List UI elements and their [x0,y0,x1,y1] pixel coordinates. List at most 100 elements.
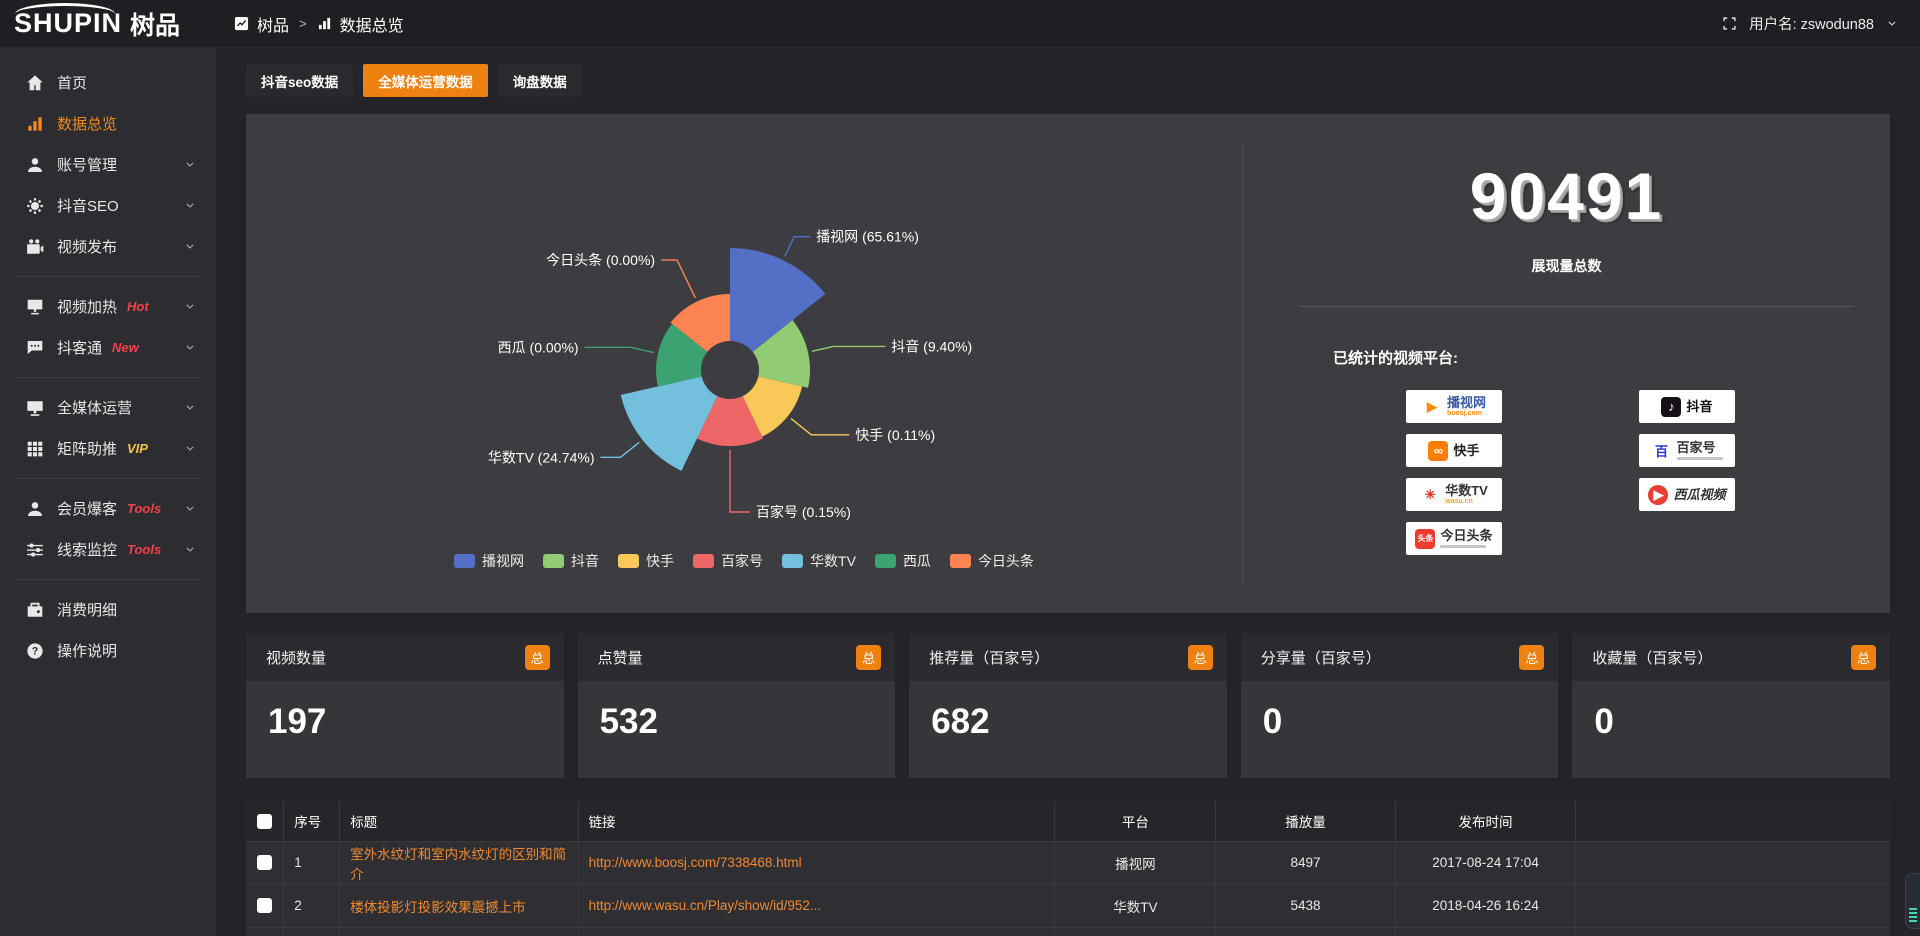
pie-slice-4[interactable]: 华数TV (24.74%) [620,376,718,471]
sliders-icon [27,542,43,557]
platform-name: 百家号 [1676,439,1716,455]
data-tabs: 抖音seo数据 全媒体运营数据 询盘数据 [246,64,1890,97]
platform-badge-xigua: ▶ 西瓜视频 [1639,478,1735,511]
username-label[interactable]: 用户名: zswodun88 [1749,17,1874,33]
sidebar-item-lead-monitor[interactable]: 线索监控 Tools [0,529,216,570]
breadcrumb-root[interactable]: 树品 [257,17,290,35]
sidebar-item-video-heat[interactable]: 视频加热 Hot [0,286,216,327]
platform-badge-baijiahao: 百百家号 [1639,434,1735,467]
sidebar-item-label: 矩阵助推 [57,441,118,458]
stat-card-value: 682 [931,702,990,741]
home-icon [27,74,43,90]
sidebar-item-douketong[interactable]: 抖客通 New [0,327,216,368]
chevron-down-icon[interactable] [1886,18,1898,30]
fullscreen-icon[interactable] [1722,16,1737,31]
sidebar-item-consumption-detail[interactable]: 消费明细 [0,589,216,630]
sidebar-item-video-publish[interactable]: 视频发布 [0,226,216,267]
videos-table: 序号 标题 链接 平台 播放量 发布时间 1 室外水纹灯和室内水纹灯的区别和简介 http://… [246,801,1890,936]
table-row-0: 1 室外水纹灯和室内水纹灯的区别和简介 http://www.boosj.com/7… [246,841,1890,884]
question-icon: ? [27,642,43,659]
stat-cards-row: 视频数量总 197 点赞量总 532 推荐量（百家号）总 682 分享量（百家号）总 0 收藏量… [246,633,1890,778]
legend-item-1[interactable]: 抖音 [543,551,599,571]
sidebar-item-operation-guide[interactable]: ? 操作说明 [0,630,216,671]
tab-omnimedia-data[interactable]: 全媒体运营数据 [363,64,488,97]
sidebar-item-matrix-boost[interactable]: 矩阵助推 VIP [0,428,216,469]
legend-item-6[interactable]: 今日头条 [949,551,1034,571]
pie-label-4: 华数TV (24.74%) [488,449,595,465]
sidebar-item-member-baoke[interactable]: 会员爆客 Tools [0,488,216,529]
platform-column-1: ♪ 抖音百百家号 ▶ 西瓜视频 [1639,390,1735,555]
legend-chip [874,554,896,568]
tab-inquiry-data[interactable]: 询盘数据 [497,64,582,97]
total-badge[interactable]: 总 [1187,644,1213,670]
breadcrumb-current[interactable]: 数据总览 [339,17,404,35]
row-checkbox[interactable] [257,855,273,871]
platform-name: 快手 [1453,442,1480,458]
legend-item-3[interactable]: 百家号 [693,551,763,571]
pie-label-line-5 [584,346,655,354]
sidebar-item-tag: Tools [127,542,162,557]
total-badge[interactable]: 总 [1850,644,1876,670]
legend-item-4[interactable]: 华数TV [782,551,856,571]
sidebar-item-account-management[interactable]: 账号管理 [0,144,216,185]
video-title-link[interactable]: 楼体投影灯投影效果震撼上市 [350,899,526,915]
pie-slice-6[interactable]: 今日头条 (0.00%) [670,294,730,352]
pie-slice-5[interactable]: 西瓜 (0.00%) [656,323,708,387]
app-logo[interactable]: SHUPIN 树品 [0,0,216,47]
breadcrumb: 树品 > 数据总览 [234,12,404,36]
user-icon [28,157,42,172]
video-title-link[interactable]: 室外水纹灯和室内水纹灯的区别和简介 [350,846,567,882]
table-header-row: 序号 标题 链接 平台 播放量 发布时间 [246,801,1890,841]
legend-item-5[interactable]: 西瓜 [874,551,931,571]
pie-slice-3[interactable]: 百家号 (0.15%) [697,396,763,447]
column-header-empty [1575,801,1890,841]
pie-slice-1[interactable]: 抖音 (9.40%) [752,320,810,388]
platform-tagline-bar [1440,545,1487,549]
pie-label-2: 快手 (0.11%) [855,427,935,443]
sidebar-item-omnimedia-operation[interactable]: 全媒体运营 [0,387,216,428]
sidebar-item-tag: New [112,340,139,355]
row-index: 2 [283,884,340,927]
chevron-down-icon [186,546,194,552]
pie-label-5: 西瓜 (0.00%) [498,339,579,355]
breadcrumb-separator: > [299,16,307,31]
sidebar-item-data-overview[interactable]: 数据总览 [0,103,216,144]
sidebar-item-tag: VIP [127,441,148,456]
pie-label-line-6 [661,259,696,299]
stat-card-title: 推荐量（百家号） [929,649,1050,667]
video-url-link[interactable]: http://www.wasu.cn/Play/show/id/952... [588,898,822,913]
legend-item-2[interactable]: 快手 [618,551,674,571]
toutiao-logo-icon: 头条 [1415,528,1436,549]
legend-label: 今日头条 [977,553,1034,569]
sidebar-item-douyin-seo[interactable]: 抖音SEO [0,185,216,226]
select-all-cell [246,801,284,841]
legend-item-0[interactable]: 播视网 [454,551,524,571]
grid-icon [27,441,43,456]
pie-slice-0[interactable]: 播视网 (65.61%) [730,248,826,352]
row-platform: 播视网 [1054,841,1216,884]
chevron-down-icon [186,505,194,511]
row-checkbox[interactable] [257,898,273,914]
stat-card-value: 0 [1594,702,1614,741]
platform-badge-kuaishou: ∞ 快手 [1406,434,1502,467]
total-impressions-label: 展现量总数 [1531,258,1602,274]
total-badge[interactable]: 总 [856,644,882,670]
tab-douyin-seo-data[interactable]: 抖音seo数据 [246,64,354,97]
chevron-down-icon [186,161,194,167]
video-url-link[interactable]: http://www.boosj.com/7338468.html [588,855,802,870]
pie-slice-2[interactable]: 快手 (0.11%) [742,376,803,437]
chat-widget[interactable] [1905,873,1920,929]
legend-chip [693,554,715,568]
column-header-2: 链接 [577,801,1055,841]
row-platform: 华数TV [1054,884,1216,927]
pie-label-line-2 [790,418,850,436]
total-badge[interactable]: 总 [524,644,550,670]
total-badge[interactable]: 总 [1519,644,1545,670]
select-all-checkbox[interactable] [257,813,273,829]
stat-card-value: 0 [1262,702,1283,741]
legend-chip [618,554,640,568]
platform-badge-douyin: ♪ 抖音 [1639,390,1735,423]
bar-chart-icon [317,16,332,31]
sidebar-item-home[interactable]: 首页 [0,62,216,103]
xigua-logo-icon: ▶ [1648,484,1669,505]
